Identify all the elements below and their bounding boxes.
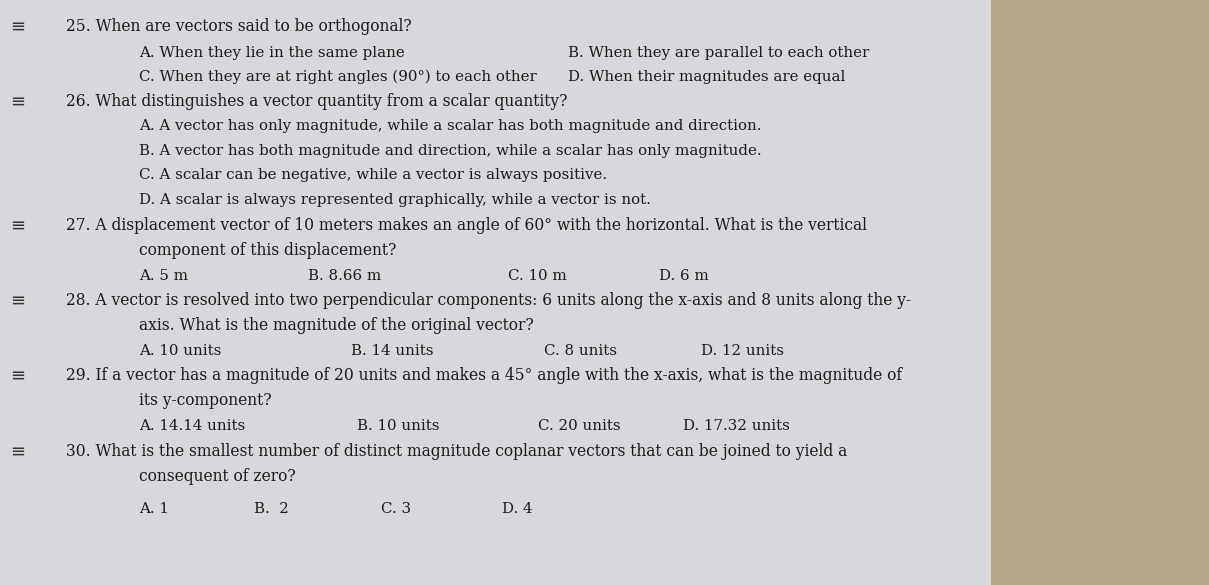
Text: 30. What is the smallest number of distinct magnitude coplanar vectors that can : 30. What is the smallest number of disti… [66,443,848,460]
Text: 28. A vector is resolved into two perpendicular components: 6 units along the x-: 28. A vector is resolved into two perpen… [66,292,912,309]
Text: D. When their magnitudes are equal: D. When their magnitudes are equal [568,70,845,84]
Text: C. When they are at right angles (90°) to each other: C. When they are at right angles (90°) t… [139,70,537,84]
Text: its y-component?: its y-component? [139,391,272,409]
Text: B. A vector has both magnitude and direction, while a scalar has only magnitude.: B. A vector has both magnitude and direc… [139,144,762,158]
Text: ≡: ≡ [10,292,25,309]
Text: 27. A displacement vector of 10 meters makes an angle of 60° with the horizontal: 27. A displacement vector of 10 meters m… [66,217,868,235]
Text: C. 3: C. 3 [381,502,411,516]
Text: C. 20 units: C. 20 units [538,419,620,433]
Text: C. 8 units: C. 8 units [544,344,617,358]
Text: D. A scalar is always represented graphically, while a vector is not.: D. A scalar is always represented graphi… [139,193,650,207]
Text: A. When they lie in the same plane: A. When they lie in the same plane [139,46,405,60]
Text: D. 12 units: D. 12 units [701,344,785,358]
Text: ≡: ≡ [10,93,25,111]
Text: C. A scalar can be negative, while a vector is always positive.: C. A scalar can be negative, while a vec… [139,168,607,183]
Text: B. 8.66 m: B. 8.66 m [308,269,382,283]
Text: B.  2: B. 2 [254,502,289,516]
Text: A. 10 units: A. 10 units [139,344,221,358]
Text: B. 10 units: B. 10 units [357,419,439,433]
Text: A. 14.14 units: A. 14.14 units [139,419,245,433]
Text: component of this displacement?: component of this displacement? [139,242,397,259]
FancyBboxPatch shape [0,0,991,585]
Text: ≡: ≡ [10,367,25,384]
Text: ≡: ≡ [10,443,25,460]
Text: axis. What is the magnitude of the original vector?: axis. What is the magnitude of the origi… [139,316,534,334]
Text: 29. If a vector has a magnitude of 20 units and makes a 45° angle with the x-axi: 29. If a vector has a magnitude of 20 un… [66,367,903,384]
Text: C. 10 m: C. 10 m [508,269,567,283]
Text: D. 17.32 units: D. 17.32 units [683,419,789,433]
Text: B. 14 units: B. 14 units [351,344,433,358]
Text: 25. When are vectors said to be orthogonal?: 25. When are vectors said to be orthogon… [66,18,412,35]
Text: 26. What distinguishes a vector quantity from a scalar quantity?: 26. What distinguishes a vector quantity… [66,93,568,111]
Text: ≡: ≡ [10,217,25,235]
Text: ≡: ≡ [10,18,25,35]
Text: A. A vector has only magnitude, while a scalar has both magnitude and direction.: A. A vector has only magnitude, while a … [139,119,762,133]
Text: B. When they are parallel to each other: B. When they are parallel to each other [568,46,869,60]
Text: A. 1: A. 1 [139,502,169,516]
Text: A. 5 m: A. 5 m [139,269,189,283]
Text: D. 4: D. 4 [502,502,532,516]
Text: consequent of zero?: consequent of zero? [139,467,296,485]
Text: D. 6 m: D. 6 m [659,269,708,283]
